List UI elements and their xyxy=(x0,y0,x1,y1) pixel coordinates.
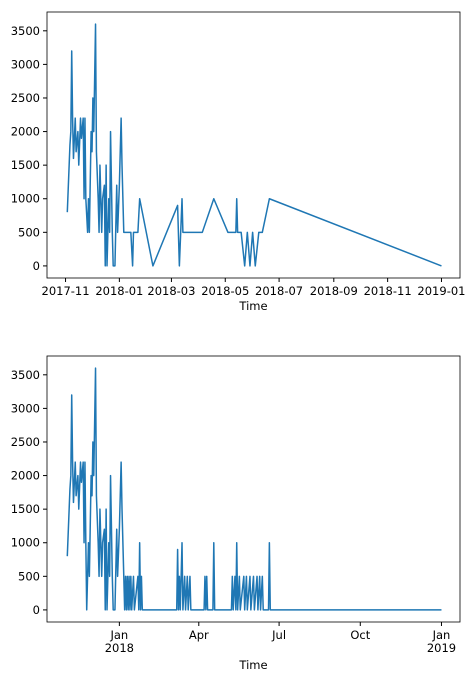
x-axis-label: Time xyxy=(238,658,267,672)
x-tick-label: 2018-03 xyxy=(147,284,195,298)
y-tick-label: 1000 xyxy=(11,536,40,550)
x-tick-label: 2017-11 xyxy=(42,284,90,298)
y-tick-label: 2500 xyxy=(11,91,40,105)
y-tick-label: 3000 xyxy=(11,57,40,71)
axes-frame xyxy=(46,11,461,279)
y-tick-label: 500 xyxy=(18,569,40,583)
x-tick-label: 2018-07 xyxy=(255,284,303,298)
y-tick-label: 500 xyxy=(18,225,40,239)
y-tick-label: 3000 xyxy=(11,401,40,415)
y-tick-label: 3500 xyxy=(11,24,40,38)
x-tick-label: Jan 2018 xyxy=(105,628,134,655)
y-tick-label: 0 xyxy=(33,259,40,273)
y-tick-label: 2500 xyxy=(11,435,40,449)
x-tick-label: 2018-05 xyxy=(201,284,249,298)
x-tick-label: 2018-01 xyxy=(95,284,143,298)
y-tick-label: 1000 xyxy=(11,192,40,206)
x-tick-label: 2019-01 xyxy=(417,284,465,298)
x-tick-label: Oct xyxy=(350,628,370,642)
x-tick-label: Jan 2019 xyxy=(427,628,456,655)
y-tick-label: 2000 xyxy=(11,125,40,139)
y-tick-label: 0 xyxy=(33,603,40,617)
x-axis-label: Time xyxy=(238,299,267,313)
data-line xyxy=(66,23,442,267)
data-line xyxy=(66,367,442,611)
x-tick-label: Apr xyxy=(189,628,209,642)
y-tick-label: 2000 xyxy=(11,469,40,483)
x-tick-label: Jul xyxy=(271,628,286,642)
y-tick-label: 1500 xyxy=(11,158,40,172)
axes-frame xyxy=(46,355,461,623)
x-tick-label: 2018-11 xyxy=(364,284,412,298)
y-tick-label: 1500 xyxy=(11,502,40,516)
y-tick-label: 3500 xyxy=(11,368,40,382)
x-tick-label: 2018-09 xyxy=(310,284,358,298)
